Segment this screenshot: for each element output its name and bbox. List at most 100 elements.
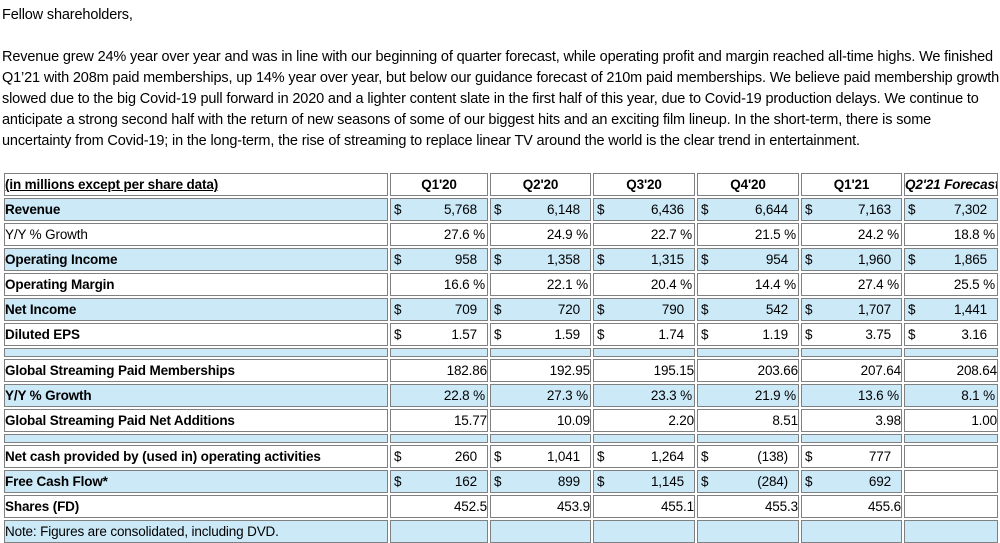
cell-value: 709 <box>454 302 477 317</box>
cell-value: 7,302 <box>953 202 987 217</box>
row-label: Revenue <box>4 198 388 221</box>
value-cell: 1.00 <box>904 409 998 432</box>
value-cell: $ (138) <box>697 445 799 468</box>
value-cell: 21.5 % <box>697 223 799 246</box>
value-cell: $1,041 <box>490 445 591 468</box>
spacer-cell <box>390 348 488 357</box>
value-cell: $5,768 <box>390 198 488 221</box>
spacer-cell <box>697 434 799 443</box>
dollar-sign: $ <box>494 302 502 317</box>
value-cell: $1,315 <box>593 248 695 271</box>
spacer-cell <box>801 348 902 357</box>
dollar-sign: $ <box>805 449 813 464</box>
column-header: Q2'20 <box>490 173 591 196</box>
value-cell: 13.6 % <box>801 384 902 407</box>
row-label: Y/Y % Growth <box>4 223 388 246</box>
table-row: Net cash provided by (used in) operating… <box>4 445 998 468</box>
value-cell: 25.5 % <box>904 273 998 296</box>
cell-value: 1,145 <box>650 474 684 489</box>
row-label: Diluted EPS <box>4 323 388 346</box>
spacer-cell <box>801 434 902 443</box>
value-cell <box>904 470 998 493</box>
value-cell: 27.4 % <box>801 273 902 296</box>
dollar-sign: $ <box>494 474 502 489</box>
dollar-sign: $ <box>494 252 502 267</box>
value-cell: $6,148 <box>490 198 591 221</box>
value-cell: $3.16 <box>904 323 998 346</box>
value-cell: $7,163 <box>801 198 902 221</box>
row-label: Y/Y % Growth <box>4 384 388 407</box>
value-cell: 24.9 % <box>490 223 591 246</box>
row-label: Global Streaming Paid Net Additions <box>4 409 388 432</box>
dollar-sign: $ <box>494 202 502 217</box>
spacer-cell <box>593 348 695 357</box>
dollar-sign: $ <box>908 252 916 267</box>
table-row: Y/Y % Growth 27.6 % 24.9 % 22.7 % 21.5 % 24.2… <box>4 223 998 246</box>
value-cell: $692 <box>801 470 902 493</box>
cell-value: 5,768 <box>443 202 477 217</box>
dollar-sign: $ <box>394 202 402 217</box>
value-cell: 27.6 % <box>390 223 488 246</box>
value-cell: 22.1 % <box>490 273 591 296</box>
dollar-sign: $ <box>908 202 916 217</box>
row-label: Net cash provided by (used in) operating… <box>4 445 388 468</box>
cell-value: 1.19 <box>762 327 788 342</box>
spacer-cell <box>697 348 799 357</box>
value-cell: $899 <box>490 470 591 493</box>
dollar-sign: $ <box>701 327 709 342</box>
value-cell: $1,707 <box>801 298 902 321</box>
value-cell: 195.15 <box>593 359 695 382</box>
cell-value: 162 <box>454 474 477 489</box>
value-cell: 8.1 % <box>904 384 998 407</box>
value-cell: $720 <box>490 298 591 321</box>
value-cell: 20.4 % <box>593 273 695 296</box>
table-row: Operating Income $958 $1,358 $1,315 $954 $1,9… <box>4 248 998 271</box>
dollar-sign: $ <box>805 302 813 317</box>
table-header-row: (in millions except per share data) Q1'20… <box>4 173 998 196</box>
letter-paragraph: Revenue grew 24% year over year and was … <box>2 49 1000 149</box>
spacer-cell <box>4 348 388 357</box>
value-cell: $1,264 <box>593 445 695 468</box>
value-cell: $1,960 <box>801 248 902 271</box>
dollar-sign: $ <box>494 327 502 342</box>
cell-value: 6,148 <box>546 202 580 217</box>
value-cell: $954 <box>697 248 799 271</box>
column-header: Q4'20 <box>697 173 799 196</box>
cell-value: 6,436 <box>650 202 684 217</box>
note-empty-cell <box>390 520 488 543</box>
cell-value: (284) <box>757 474 788 489</box>
cell-value: 260 <box>454 449 477 464</box>
value-cell: $1.59 <box>490 323 591 346</box>
dollar-sign: $ <box>908 327 916 342</box>
dollar-sign: $ <box>805 252 813 267</box>
dollar-sign: $ <box>597 449 605 464</box>
cell-value: 1,358 <box>546 252 580 267</box>
dollar-sign: $ <box>701 302 709 317</box>
cell-value: 1.57 <box>451 327 477 342</box>
cell-value: 1.59 <box>554 327 580 342</box>
table-row: Y/Y % Growth 22.8 % 27.3 % 23.3 % 21.9 % 13.6… <box>4 384 998 407</box>
dollar-sign: $ <box>597 327 605 342</box>
table-row: Diluted EPS $1.57 $1.59 $1.74 $1.19 $3.75 $3.1… <box>4 323 998 346</box>
cell-value: (138) <box>757 449 788 464</box>
value-cell: $1,358 <box>490 248 591 271</box>
value-cell: 21.9 % <box>697 384 799 407</box>
column-header: Q1'21 <box>801 173 902 196</box>
note-empty-cell <box>593 520 695 543</box>
column-header: Q1'20 <box>390 173 488 196</box>
spacer-cell <box>390 434 488 443</box>
spacer-cell <box>4 434 388 443</box>
table-row: Operating Margin 16.6 % 22.1 % 20.4 % 14.4 %… <box>4 273 998 296</box>
cell-value: 7,163 <box>857 202 891 217</box>
dollar-sign: $ <box>394 474 402 489</box>
row-label: Operating Margin <box>4 273 388 296</box>
value-cell: $1,145 <box>593 470 695 493</box>
dollar-sign: $ <box>597 202 605 217</box>
value-cell: 14.4 % <box>697 273 799 296</box>
cell-value: 954 <box>765 252 788 267</box>
row-label: Global Streaming Paid Memberships <box>4 359 388 382</box>
value-cell: 10.09 <box>490 409 591 432</box>
dollar-sign: $ <box>597 252 605 267</box>
value-cell: $162 <box>390 470 488 493</box>
table-row: Global Streaming Paid Memberships 182.86 1… <box>4 359 998 382</box>
